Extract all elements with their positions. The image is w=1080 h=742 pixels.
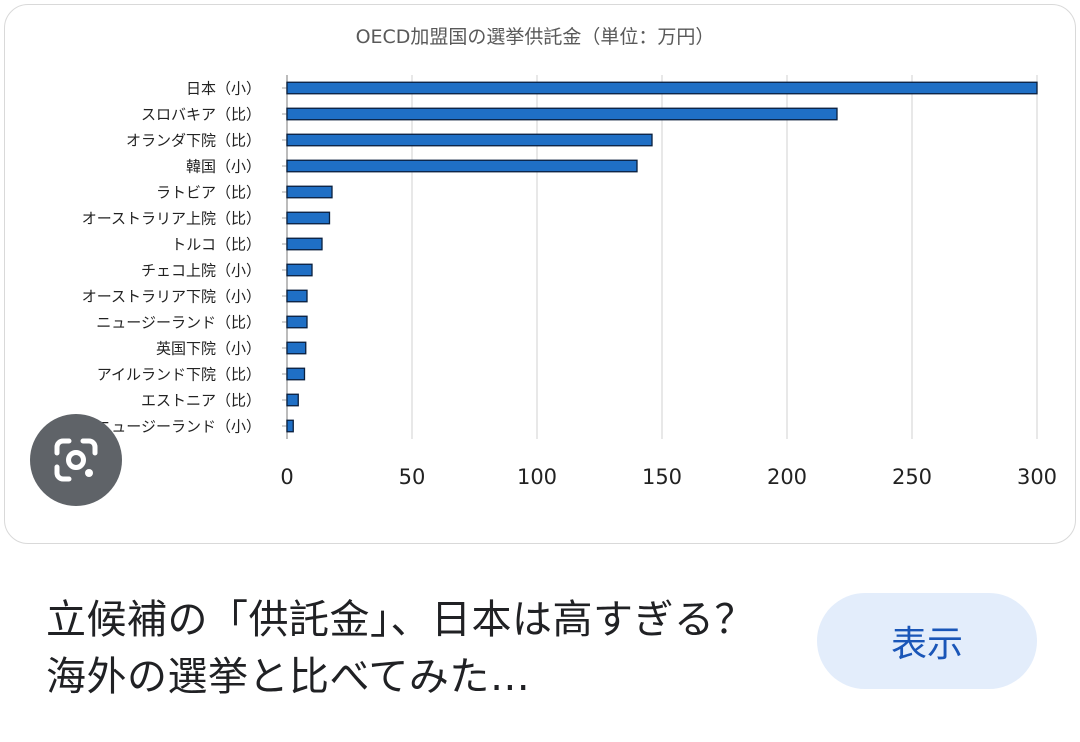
category-label: エストニア（比） [141, 392, 261, 410]
bar [286, 419, 294, 433]
x-tick-label: 200 [767, 465, 807, 489]
bar [286, 107, 838, 121]
bar [286, 185, 333, 199]
google-lens-icon [54, 438, 98, 482]
result-caption[interactable]: 立候補の「供託金」、日本は高すぎる？ 海外の選挙と比べてみた… [46, 597, 755, 700]
x-tick-label: 250 [892, 465, 932, 489]
category-label: オーストラリア下院（小） [82, 288, 261, 306]
category-label: ニュージーランド（小） [96, 418, 261, 436]
x-tick-label: 0 [280, 465, 293, 489]
category-label: トルコ（比） [171, 236, 261, 254]
category-label: ラトビア（比） [156, 184, 261, 202]
x-tick-label: 100 [517, 465, 557, 489]
bar [286, 159, 638, 173]
category-label: アイルランド下院（比） [97, 366, 261, 384]
x-tick-label: 150 [642, 465, 682, 489]
bar [286, 367, 306, 381]
bar [286, 341, 307, 355]
category-label: オランダ下院（比） [126, 132, 261, 150]
bar [286, 211, 331, 225]
bar [286, 81, 1038, 95]
x-tick-label: 300 [1017, 465, 1057, 489]
category-label: 英国下院（小） [156, 340, 261, 358]
category-label: オーストラリア上院（比） [82, 210, 261, 228]
category-label: スロバキア（比） [141, 106, 261, 124]
bar [286, 393, 299, 407]
category-label: ニュージーランド（比） [96, 314, 261, 332]
chart-title: OECD加盟国の選挙供託金（単位：万円） [356, 26, 715, 48]
bar [286, 133, 653, 147]
image-result-card[interactable]: OECD加盟国の選挙供託金（単位：万円） 日本（小） スロバキア（比） オランダ下院… [4, 4, 1076, 544]
bar [286, 315, 308, 329]
x-tick-label: 50 [399, 465, 426, 489]
show-button[interactable]: 表示 [817, 593, 1037, 689]
category-label: 日本（小） [186, 80, 261, 98]
category-label: チェコ上院（小） [141, 262, 261, 280]
google-lens-button[interactable] [30, 414, 122, 506]
bar [286, 237, 323, 251]
bar [286, 263, 313, 277]
bar [286, 289, 308, 303]
bar-chart: OECD加盟国の選挙供託金（単位：万円） 日本（小） スロバキア（比） オランダ下院… [82, 26, 1057, 489]
category-label: 韓国（小） [186, 158, 261, 176]
